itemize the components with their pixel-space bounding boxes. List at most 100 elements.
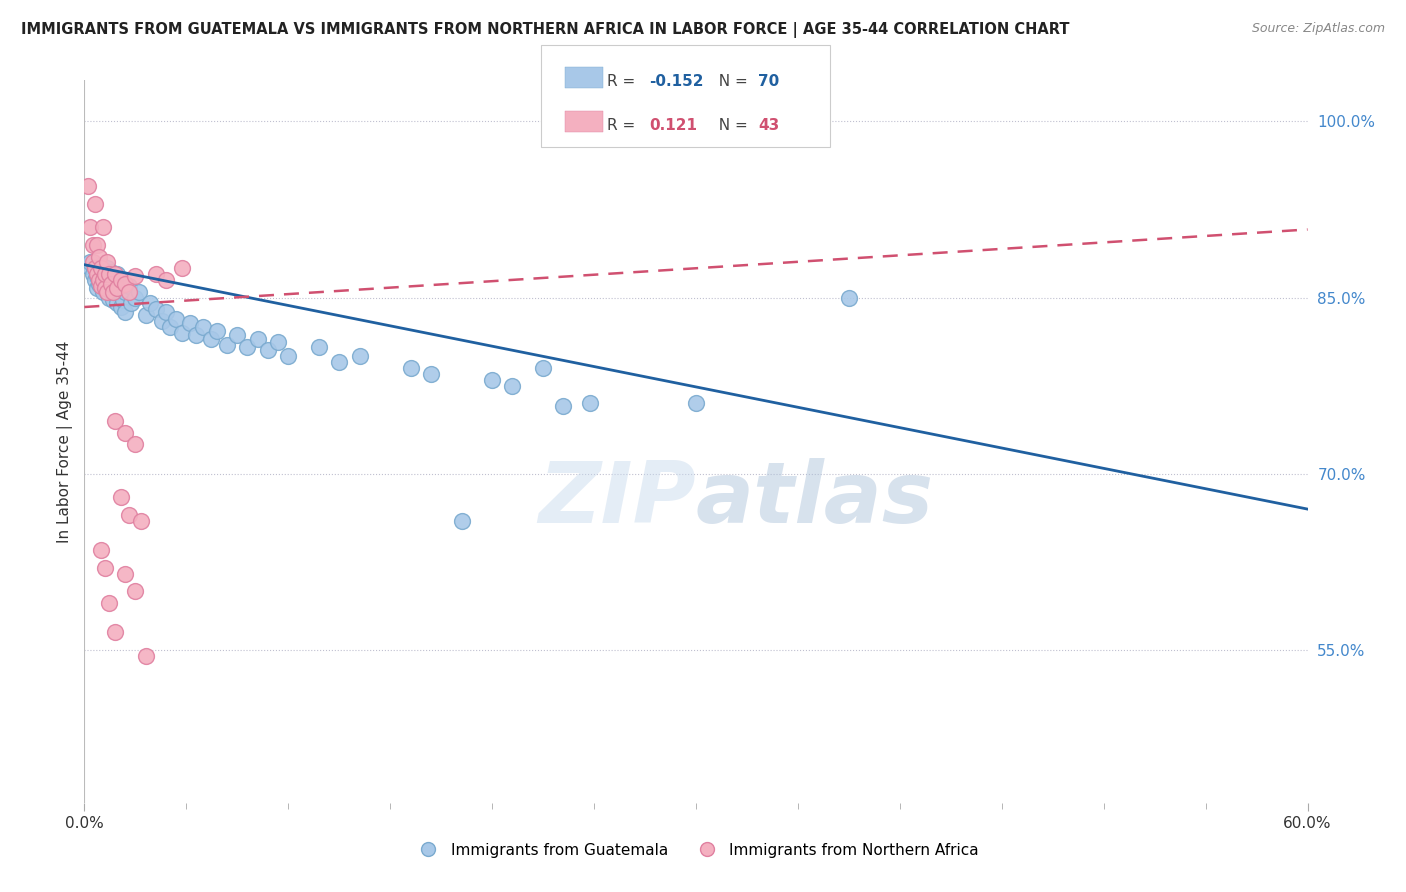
- Point: [155, 304, 177, 318]
- Point: [200, 332, 222, 346]
- Point: [86, 267, 108, 281]
- Point: [77, 259, 100, 273]
- Point: [87, 277, 110, 291]
- Point: [93, 267, 115, 281]
- Point: [186, 328, 208, 343]
- Text: 0.121: 0.121: [650, 118, 697, 133]
- Point: [105, 281, 128, 295]
- Point: [112, 293, 135, 307]
- Point: [96, 261, 118, 276]
- Point: [399, 361, 422, 376]
- Point: [101, 285, 124, 299]
- Point: [100, 277, 122, 291]
- Point: [82, 255, 104, 269]
- Text: N =: N =: [709, 118, 752, 133]
- Point: [217, 337, 239, 351]
- Point: [82, 267, 104, 281]
- Point: [90, 261, 112, 276]
- Point: [131, 514, 153, 528]
- Point: [83, 196, 105, 211]
- Point: [328, 355, 350, 369]
- Point: [226, 328, 249, 343]
- Point: [79, 255, 101, 269]
- Point: [90, 278, 112, 293]
- Point: [179, 317, 201, 331]
- Point: [91, 273, 114, 287]
- Point: [104, 273, 127, 287]
- Point: [159, 320, 181, 334]
- Point: [105, 267, 128, 281]
- Point: [150, 314, 173, 328]
- Point: [135, 308, 157, 322]
- Point: [114, 566, 136, 581]
- Point: [87, 273, 110, 287]
- Point: [97, 596, 120, 610]
- Point: [104, 625, 127, 640]
- Point: [838, 291, 860, 305]
- Point: [349, 350, 371, 364]
- Point: [579, 396, 602, 410]
- Point: [91, 285, 114, 299]
- Point: [83, 261, 105, 276]
- Point: [87, 265, 110, 279]
- Point: [83, 273, 105, 287]
- Point: [531, 361, 554, 376]
- Text: atlas: atlas: [696, 458, 934, 541]
- Text: 43: 43: [758, 118, 779, 133]
- Point: [100, 265, 122, 279]
- Text: IMMIGRANTS FROM GUATEMALA VS IMMIGRANTS FROM NORTHERN AFRICA IN LABOR FORCE | AG: IMMIGRANTS FROM GUATEMALA VS IMMIGRANTS …: [21, 22, 1070, 38]
- Point: [236, 340, 259, 354]
- Point: [79, 220, 101, 235]
- Text: ZIP: ZIP: [538, 458, 696, 541]
- Point: [86, 281, 108, 295]
- Y-axis label: In Labor Force | Age 35-44: In Labor Force | Age 35-44: [58, 341, 73, 542]
- Point: [90, 258, 112, 272]
- Text: N =: N =: [709, 74, 752, 88]
- Point: [97, 269, 120, 284]
- Point: [308, 340, 330, 354]
- Point: [86, 237, 108, 252]
- Point: [93, 561, 115, 575]
- Point: [145, 267, 167, 281]
- Point: [104, 414, 127, 428]
- Point: [83, 261, 105, 276]
- Point: [481, 373, 503, 387]
- Point: [450, 514, 472, 528]
- Point: [685, 396, 707, 410]
- Point: [93, 281, 115, 295]
- Point: [114, 285, 136, 299]
- Point: [553, 399, 575, 413]
- Point: [100, 281, 122, 295]
- Point: [135, 648, 157, 663]
- Point: [110, 300, 132, 314]
- Point: [118, 508, 141, 522]
- Point: [110, 288, 132, 302]
- Point: [108, 281, 131, 295]
- Point: [91, 273, 114, 287]
- Point: [96, 285, 118, 299]
- Point: [96, 255, 118, 269]
- Point: [87, 250, 110, 264]
- Point: [91, 220, 114, 235]
- Point: [101, 293, 124, 307]
- Point: [104, 267, 127, 281]
- Point: [110, 491, 132, 505]
- Point: [90, 543, 112, 558]
- Point: [101, 277, 124, 291]
- Point: [267, 335, 290, 350]
- Point: [257, 343, 280, 358]
- Text: 70: 70: [758, 74, 779, 88]
- Point: [90, 278, 112, 293]
- Legend: Immigrants from Guatemala, Immigrants from Northern Africa: Immigrants from Guatemala, Immigrants fr…: [406, 837, 986, 863]
- Point: [172, 326, 194, 340]
- Point: [82, 237, 104, 252]
- Point: [110, 273, 132, 287]
- Point: [120, 296, 142, 310]
- Point: [124, 437, 146, 451]
- Point: [246, 332, 269, 346]
- Point: [128, 285, 150, 299]
- Point: [138, 296, 160, 310]
- Point: [105, 296, 128, 310]
- Point: [118, 285, 141, 299]
- Point: [172, 261, 194, 276]
